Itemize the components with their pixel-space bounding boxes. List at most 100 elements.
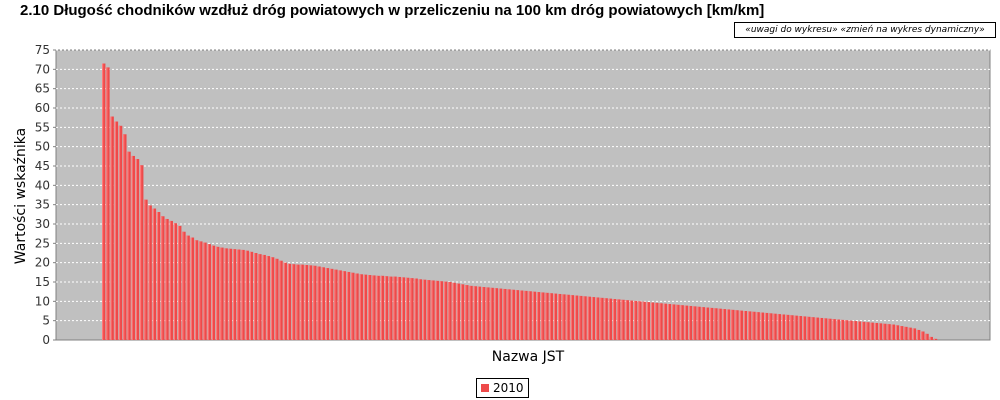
bar[interactable] [933,338,938,340]
bar[interactable] [579,295,583,340]
bar[interactable] [760,312,765,340]
bar[interactable] [672,304,676,340]
bar[interactable] [490,287,494,340]
bar[interactable] [262,254,266,340]
bar[interactable] [731,309,735,340]
bar[interactable] [891,324,895,340]
bar[interactable] [300,264,304,340]
bar[interactable] [604,298,608,340]
bar[interactable] [106,67,110,341]
bar[interactable] [815,317,819,340]
bar[interactable] [207,244,211,340]
bar[interactable] [726,309,731,340]
bar[interactable] [422,279,427,340]
bar[interactable] [870,322,874,340]
bar[interactable] [748,311,752,340]
bar[interactable] [249,251,254,340]
bar[interactable] [769,313,773,340]
bar[interactable] [380,275,385,340]
bar[interactable] [178,225,182,340]
bar[interactable] [503,288,507,340]
bar[interactable] [418,279,423,340]
bar[interactable] [845,320,849,340]
bar[interactable] [862,321,866,340]
bar[interactable] [406,277,410,340]
bar[interactable] [194,240,199,340]
bar[interactable] [587,296,591,340]
bar[interactable] [351,272,355,340]
bar[interactable] [313,265,317,340]
bar[interactable] [473,286,477,340]
bar[interactable] [152,208,157,340]
bar[interactable] [612,299,617,340]
bar[interactable] [655,302,659,340]
bar[interactable] [389,276,393,340]
bar[interactable] [216,246,220,340]
bar[interactable] [895,325,900,340]
bar[interactable] [680,305,684,340]
bar[interactable] [355,273,359,340]
bar[interactable] [511,289,515,340]
bar[interactable] [705,307,710,340]
bar[interactable] [482,287,486,340]
bar[interactable] [283,262,287,340]
bar[interactable] [127,151,131,340]
bar[interactable] [832,319,836,340]
bar[interactable] [275,258,279,340]
bar[interactable] [465,285,469,340]
bar[interactable] [528,291,532,340]
bar[interactable] [144,199,148,340]
bar[interactable] [659,303,663,340]
bar[interactable] [270,257,275,340]
bar[interactable] [819,317,824,340]
bar[interactable] [570,295,575,340]
bar[interactable] [524,290,528,340]
bar[interactable] [169,220,173,340]
bar[interactable] [722,309,727,340]
bar[interactable] [790,315,794,340]
bar[interactable] [245,250,249,340]
bar[interactable] [693,306,697,340]
bar[interactable] [414,278,418,340]
bar[interactable] [220,247,224,340]
bar[interactable] [840,319,845,340]
bar[interactable] [156,212,161,340]
bar[interactable] [883,323,887,340]
bar[interactable] [802,316,807,340]
bar[interactable] [718,308,722,340]
bar[interactable] [929,336,933,340]
bar[interactable] [874,322,879,340]
bar[interactable] [900,326,904,340]
bar[interactable] [384,276,389,340]
bar[interactable] [435,280,439,340]
bar[interactable] [110,116,114,340]
bar[interactable] [714,308,718,340]
bar[interactable] [646,302,651,340]
bar[interactable] [114,121,119,340]
bar[interactable] [444,281,448,340]
bar[interactable] [515,290,520,340]
dynamic-chart-link[interactable]: «zmień na wykres dynamiczny» [840,25,985,35]
bar[interactable] [773,313,777,340]
bar[interactable] [460,284,465,340]
bar[interactable] [317,266,321,340]
bar[interactable] [359,274,363,340]
bar[interactable] [794,315,798,340]
bar[interactable] [743,311,748,340]
bar[interactable] [697,306,701,340]
bar[interactable] [182,231,186,340]
bar[interactable] [427,280,431,340]
bar[interactable] [541,292,545,340]
bar[interactable] [325,268,330,340]
bar[interactable] [824,318,828,340]
bar[interactable] [756,312,760,340]
bar[interactable] [701,307,705,340]
bar[interactable] [921,331,925,340]
bar[interactable] [536,292,541,340]
bar[interactable] [135,159,140,340]
bar[interactable] [287,263,292,340]
bar[interactable] [338,270,342,340]
bar[interactable] [574,295,579,340]
bar[interactable] [507,289,511,340]
bar[interactable] [165,218,169,340]
